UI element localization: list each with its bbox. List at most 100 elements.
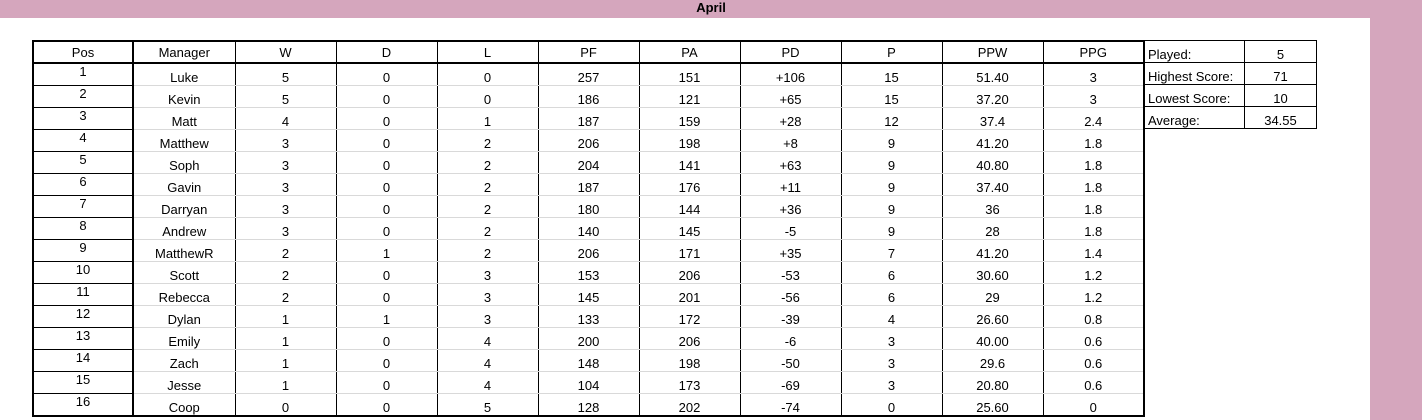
cell-points-per-week[interactable]: 29.6 [941,349,1044,372]
cell-points-against[interactable]: 121 [638,85,741,108]
cell-points-per-week[interactable]: 37.40 [941,173,1044,196]
cell-draws[interactable]: 0 [335,283,438,306]
cell-pos[interactable]: 14 [32,349,134,372]
cell-point-difference[interactable]: -5 [739,217,842,240]
cell-pos[interactable]: 6 [32,173,134,196]
cell-points-against[interactable]: 141 [638,151,741,174]
header-wins[interactable]: W [234,40,337,64]
cell-pos[interactable]: 15 [32,371,134,394]
cell-manager[interactable]: Kevin [132,85,236,108]
cell-pos[interactable]: 9 [32,239,134,262]
cell-points-against[interactable]: 198 [638,129,741,152]
cell-points[interactable]: 3 [840,349,943,372]
cell-points[interactable]: 4 [840,305,943,328]
cell-manager[interactable]: Scott [132,261,236,284]
stat-value[interactable]: 34.55 [1244,106,1317,129]
cell-pos[interactable]: 1 [32,62,134,86]
cell-points[interactable]: 3 [840,327,943,350]
cell-wins[interactable]: 3 [234,129,337,152]
cell-points-against[interactable]: 206 [638,327,741,350]
cell-losses[interactable]: 2 [436,195,539,218]
cell-points-for[interactable]: 148 [537,349,640,372]
cell-losses[interactable]: 1 [436,107,539,130]
cell-points[interactable]: 9 [840,195,943,218]
cell-points[interactable]: 6 [840,283,943,306]
cell-points-per-week[interactable]: 36 [941,195,1044,218]
cell-manager[interactable]: Luke [132,62,236,86]
cell-points-for[interactable]: 140 [537,217,640,240]
cell-pos[interactable]: 5 [32,151,134,174]
cell-points-against[interactable]: 206 [638,261,741,284]
cell-points-against[interactable]: 176 [638,173,741,196]
cell-draws[interactable]: 0 [335,62,438,86]
cell-points-per-week[interactable]: 29 [941,283,1044,306]
cell-point-difference[interactable]: -56 [739,283,842,306]
cell-point-difference[interactable]: -74 [739,393,842,417]
cell-point-difference[interactable]: +106 [739,62,842,86]
stat-label[interactable]: Average: [1144,106,1245,129]
cell-points-per-game[interactable]: 0 [1042,393,1145,417]
cell-manager[interactable]: Emily [132,327,236,350]
cell-points-for[interactable]: 187 [537,107,640,130]
cell-point-difference[interactable]: -53 [739,261,842,284]
cell-wins[interactable]: 1 [234,327,337,350]
cell-points-for[interactable]: 257 [537,62,640,86]
cell-pos[interactable]: 13 [32,327,134,350]
cell-points-per-game[interactable]: 1.8 [1042,173,1145,196]
cell-losses[interactable]: 3 [436,305,539,328]
cell-points-per-game[interactable]: 1.4 [1042,239,1145,262]
cell-wins[interactable]: 5 [234,85,337,108]
cell-points-per-game[interactable]: 1.8 [1042,151,1145,174]
cell-points[interactable]: 15 [840,62,943,86]
cell-points-per-game[interactable]: 1.8 [1042,195,1145,218]
cell-points[interactable]: 7 [840,239,943,262]
cell-points[interactable]: 9 [840,129,943,152]
cell-draws[interactable]: 0 [335,107,438,130]
cell-losses[interactable]: 2 [436,151,539,174]
cell-point-difference[interactable]: -69 [739,371,842,394]
cell-points-against[interactable]: 159 [638,107,741,130]
header-draws[interactable]: D [335,40,438,64]
cell-point-difference[interactable]: +65 [739,85,842,108]
cell-wins[interactable]: 2 [234,239,337,262]
cell-points-for[interactable]: 145 [537,283,640,306]
cell-wins[interactable]: 1 [234,305,337,328]
cell-pos[interactable]: 3 [32,107,134,130]
cell-point-difference[interactable]: -39 [739,305,842,328]
cell-manager[interactable]: Matt [132,107,236,130]
cell-points-per-game[interactable]: 0.6 [1042,349,1145,372]
cell-points-per-week[interactable]: 40.00 [941,327,1044,350]
cell-points[interactable]: 9 [840,151,943,174]
cell-manager[interactable]: MatthewR [132,239,236,262]
cell-draws[interactable]: 0 [335,261,438,284]
cell-losses[interactable]: 2 [436,173,539,196]
cell-wins[interactable]: 4 [234,107,337,130]
cell-draws[interactable]: 0 [335,217,438,240]
cell-points[interactable]: 12 [840,107,943,130]
cell-points-per-game[interactable]: 2.4 [1042,107,1145,130]
stat-value[interactable]: 5 [1244,40,1317,63]
cell-draws[interactable]: 0 [335,349,438,372]
cell-points-against[interactable]: 198 [638,349,741,372]
cell-points-per-week[interactable]: 26.60 [941,305,1044,328]
cell-points-per-week[interactable]: 41.20 [941,239,1044,262]
stat-label[interactable]: Lowest Score: [1144,84,1245,107]
cell-manager[interactable]: Dylan [132,305,236,328]
cell-points-per-week[interactable]: 41.20 [941,129,1044,152]
header-points-for[interactable]: PF [537,40,640,64]
cell-points-for[interactable]: 206 [537,129,640,152]
cell-points-for[interactable]: 204 [537,151,640,174]
cell-points-per-game[interactable]: 3 [1042,85,1145,108]
cell-wins[interactable]: 0 [234,393,337,417]
cell-losses[interactable]: 0 [436,62,539,86]
cell-points-per-week[interactable]: 40.80 [941,151,1044,174]
header-points-against[interactable]: PA [638,40,741,64]
cell-manager[interactable]: Rebecca [132,283,236,306]
cell-points-per-game[interactable]: 1.2 [1042,261,1145,284]
cell-pos[interactable]: 16 [32,393,134,417]
cell-points[interactable]: 9 [840,173,943,196]
cell-losses[interactable]: 0 [436,85,539,108]
cell-manager[interactable]: Andrew [132,217,236,240]
cell-draws[interactable]: 0 [335,195,438,218]
cell-points-for[interactable]: 200 [537,327,640,350]
